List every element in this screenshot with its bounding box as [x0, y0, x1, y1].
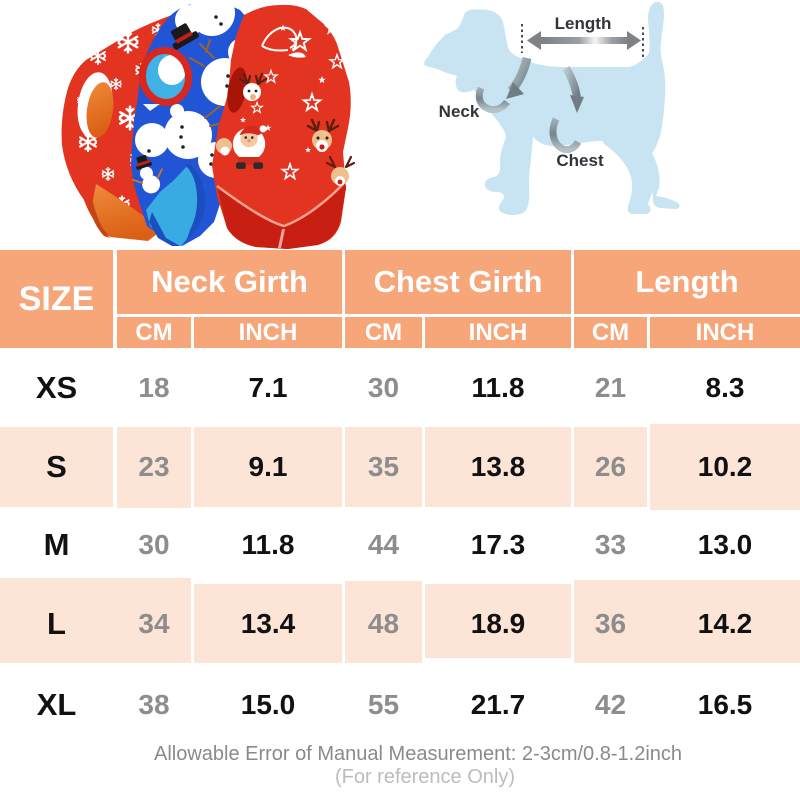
svg-text:Neck: Neck [439, 102, 480, 121]
svg-text:Length: Length [555, 14, 612, 33]
svg-text:Chest: Chest [556, 151, 604, 170]
